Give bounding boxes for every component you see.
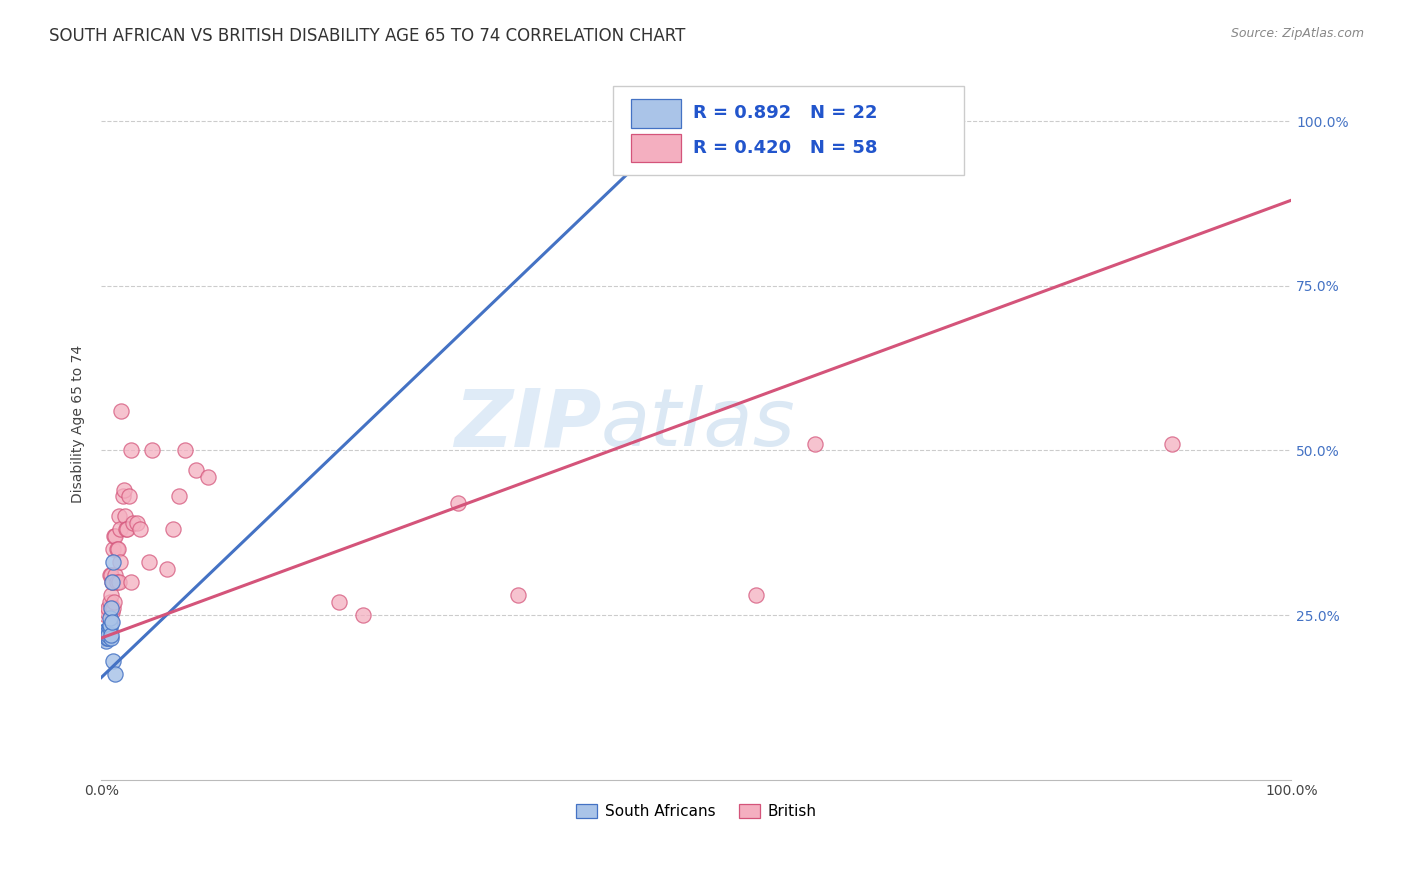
Text: SOUTH AFRICAN VS BRITISH DISABILITY AGE 65 TO 74 CORRELATION CHART: SOUTH AFRICAN VS BRITISH DISABILITY AGE … xyxy=(49,27,686,45)
Point xyxy=(98,618,121,632)
Point xyxy=(120,443,142,458)
Point xyxy=(173,443,195,458)
Point xyxy=(107,542,129,557)
Point xyxy=(162,523,184,537)
Point xyxy=(94,634,117,648)
Point xyxy=(117,490,139,504)
Point xyxy=(117,523,139,537)
Point xyxy=(104,568,127,582)
Point xyxy=(328,595,350,609)
Point xyxy=(98,628,121,642)
Point xyxy=(94,628,117,642)
Point xyxy=(114,509,136,524)
Point xyxy=(447,496,470,510)
Point xyxy=(804,437,827,451)
Point xyxy=(112,483,135,497)
Point xyxy=(94,628,117,642)
Point xyxy=(506,588,529,602)
Point xyxy=(745,588,768,602)
Point xyxy=(125,516,148,530)
Point xyxy=(100,568,122,582)
Point xyxy=(94,631,117,645)
Point xyxy=(100,601,122,615)
Point xyxy=(101,615,124,629)
Point xyxy=(100,628,122,642)
Point xyxy=(138,555,160,569)
Point xyxy=(96,605,118,619)
Text: atlas: atlas xyxy=(600,385,796,463)
Point xyxy=(115,523,138,537)
Point xyxy=(94,628,117,642)
Point xyxy=(111,490,134,504)
Point xyxy=(101,575,124,590)
Point xyxy=(97,624,120,639)
Point xyxy=(110,555,132,569)
Text: R = 0.892   N = 22: R = 0.892 N = 22 xyxy=(693,104,877,122)
Point xyxy=(110,523,132,537)
Point xyxy=(103,595,125,609)
Point xyxy=(122,516,145,530)
Point xyxy=(105,575,128,590)
Bar xyxy=(631,99,681,128)
Point xyxy=(101,605,124,619)
Point xyxy=(105,542,128,557)
Point xyxy=(101,542,124,557)
Point xyxy=(101,575,124,590)
Legend: South Africans, British: South Africans, British xyxy=(569,797,823,825)
Point xyxy=(120,575,142,590)
Point xyxy=(98,611,121,625)
Point xyxy=(96,628,118,642)
Point xyxy=(108,575,131,590)
Point xyxy=(167,490,190,504)
Point xyxy=(93,631,115,645)
Point xyxy=(141,443,163,458)
Point xyxy=(352,607,374,622)
Bar xyxy=(631,134,681,162)
Point xyxy=(101,601,124,615)
Point xyxy=(97,624,120,639)
Text: Source: ZipAtlas.com: Source: ZipAtlas.com xyxy=(1230,27,1364,40)
Y-axis label: Disability Age 65 to 74: Disability Age 65 to 74 xyxy=(72,345,86,503)
Point xyxy=(98,621,121,635)
Text: ZIP: ZIP xyxy=(454,385,600,463)
Point xyxy=(94,624,117,639)
Text: R = 0.420   N = 58: R = 0.420 N = 58 xyxy=(693,139,877,157)
Point xyxy=(186,463,208,477)
Point xyxy=(96,631,118,645)
Point xyxy=(197,469,219,483)
Point xyxy=(156,562,179,576)
Point xyxy=(101,654,124,668)
Point xyxy=(100,588,122,602)
Point xyxy=(98,595,121,609)
Point xyxy=(94,607,117,622)
Point xyxy=(93,631,115,645)
Point xyxy=(1161,437,1184,451)
Point xyxy=(97,631,120,645)
Point xyxy=(110,404,132,418)
Point xyxy=(96,628,118,642)
Point xyxy=(98,568,121,582)
Point xyxy=(100,615,122,629)
Point xyxy=(104,529,127,543)
Point xyxy=(100,631,122,645)
Point xyxy=(101,575,124,590)
Point xyxy=(97,628,120,642)
Point xyxy=(129,523,152,537)
Point xyxy=(96,628,118,642)
Point xyxy=(94,624,117,639)
Point xyxy=(97,601,120,615)
Point xyxy=(104,667,127,681)
Point xyxy=(101,555,124,569)
FancyBboxPatch shape xyxy=(613,87,965,175)
Point xyxy=(108,509,131,524)
Point xyxy=(103,529,125,543)
